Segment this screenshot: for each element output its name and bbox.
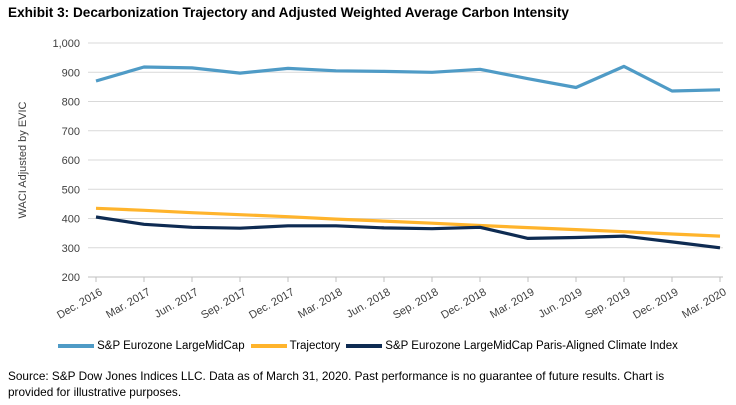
y-tick-label: 900 [62, 67, 80, 79]
legend-label: S&P Eurozone LargeMidCap Paris-Aligned C… [385, 340, 678, 352]
y-tick-label: 500 [62, 184, 80, 196]
x-tick-label: Mar. 2017 [104, 286, 152, 321]
axes [88, 276, 723, 282]
y-tick-label: 200 [62, 272, 80, 284]
legend-item-sandp-eurozone-largemidcap-paris-aligned-climate-index: S&P Eurozone LargeMidCap Paris-Aligned C… [346, 340, 678, 352]
line-trajectory [95, 206, 721, 238]
x-tick-label: Dec. 2018 [439, 286, 488, 321]
x-tick-label: Sep. 2018 [391, 286, 440, 321]
x-tick-label: Mar. 2018 [296, 286, 344, 321]
x-tick-label: Mar. 2019 [488, 286, 536, 321]
y-tick-label: 300 [62, 243, 80, 255]
y-tick-label: 600 [62, 155, 80, 167]
legend-line-swatch [346, 344, 383, 348]
y-axis-title: WACI Adjusted by EVIC [17, 101, 29, 218]
exhibit-title: Exhibit 3: Decarbonization Trajectory an… [8, 5, 569, 20]
x-tick-label: Dec. 2016 [55, 286, 104, 321]
source-note-line2: provided for illustrative purposes. [8, 384, 182, 399]
line-sandp-eurozone-largemidcap [95, 64, 721, 93]
x-tick-label: Dec. 2019 [631, 286, 680, 321]
legend: S&P Eurozone LargeMidCap Trajectory S&P Eu… [0, 340, 736, 352]
legend-label: Trajectory [289, 340, 341, 352]
gridlines [88, 42, 723, 249]
x-tick-label: Sep. 2019 [583, 286, 632, 321]
legend-item-sandp-eurozone-largemidcap: S&P Eurozone LargeMidCap [58, 340, 245, 352]
source-note-line1: Source: S&P Dow Jones Indices LLC. Data … [8, 369, 665, 383]
x-tick-label: Jun. 2018 [345, 286, 393, 321]
y-tick-label: 800 [62, 97, 80, 109]
x-tick-label: Sep. 2017 [199, 286, 248, 321]
y-tick-label: 1,000 [52, 38, 80, 50]
y-tick-label: 700 [62, 126, 80, 138]
y-tick-label: 400 [62, 214, 80, 226]
line-sandp-eurozone-largemidcap-paris-aligned-climate-index [95, 215, 721, 250]
x-tick-label: Jun. 2017 [153, 286, 201, 321]
legend-line-swatch [250, 344, 287, 348]
x-tick-label: Jun. 2019 [537, 286, 585, 321]
x-tick-label: Mar. 2020 [680, 286, 728, 321]
series-lines [95, 64, 721, 250]
x-tick-label: Dec. 2017 [247, 286, 296, 321]
legend-item-trajectory: Trajectory [250, 340, 341, 352]
legend-line-swatch [58, 344, 95, 348]
legend-label: S&P Eurozone LargeMidCap [97, 340, 245, 352]
source-note: Source: S&P Dow Jones Indices LLC. Data … [8, 369, 734, 400]
